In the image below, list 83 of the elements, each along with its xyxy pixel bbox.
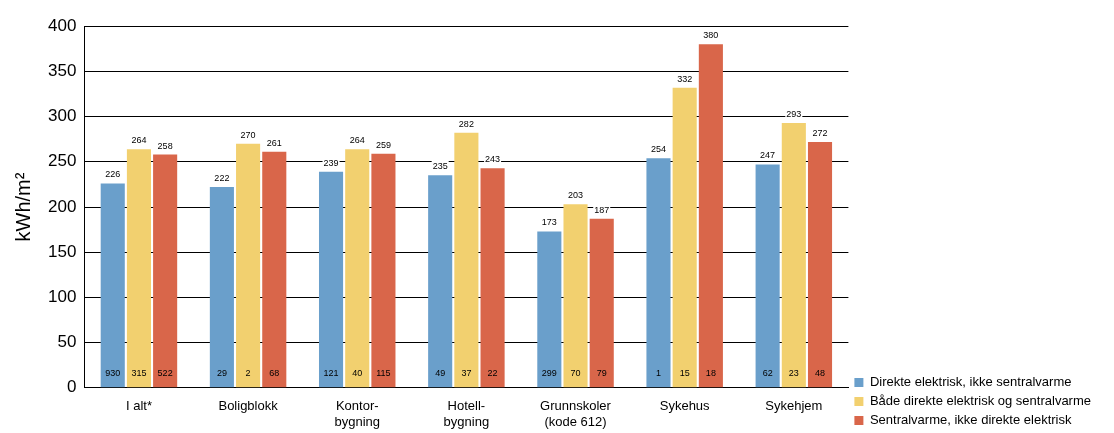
- bar: [262, 151, 287, 388]
- bar: [781, 122, 806, 388]
- annotation: 49: [435, 368, 446, 379]
- annotation: 29: [216, 368, 227, 379]
- bar: [480, 168, 505, 388]
- y-tick-label: 300: [47, 106, 77, 126]
- annotation: 18: [705, 368, 716, 379]
- bar: [153, 154, 178, 388]
- bar: [371, 153, 396, 388]
- x-tick-label: Grunnskoler (kode 612): [540, 398, 612, 429]
- annotation: 15: [679, 368, 690, 379]
- x-tick-label: Sykehus: [659, 398, 711, 414]
- data-label: 272: [812, 127, 828, 138]
- data-label: 226: [105, 169, 121, 180]
- data-label: 282: [458, 118, 474, 129]
- annotation: 37: [461, 368, 472, 379]
- annotation: 23: [788, 368, 799, 379]
- data-label: 264: [131, 135, 147, 146]
- annotation: 22: [487, 368, 498, 379]
- data-label: 261: [266, 137, 282, 148]
- data-label: 203: [568, 190, 584, 201]
- annotation: 522: [157, 368, 173, 379]
- legend-label: Både direkte elektrisk og sentralvarme: [869, 393, 1092, 409]
- y-tick-label: 250: [47, 151, 77, 171]
- data-label: 254: [650, 144, 666, 155]
- y-tick-label: 150: [47, 241, 77, 261]
- annotation: 68: [269, 368, 280, 379]
- data-label: 243: [485, 154, 501, 165]
- annotation: 79: [596, 368, 607, 379]
- annotation: 315: [131, 368, 147, 379]
- data-label: 258: [157, 140, 173, 151]
- y-axis-title: kWh/m²: [11, 172, 34, 242]
- data-label: 270: [240, 129, 256, 140]
- data-label: 264: [349, 135, 365, 146]
- annotation: 40: [352, 368, 363, 379]
- bar: [755, 164, 780, 388]
- bar: [126, 149, 151, 388]
- legend-label: Direkte elektrisk, ikke sentralvarme: [869, 374, 1072, 390]
- data-label: 380: [703, 30, 719, 41]
- bar: [236, 143, 261, 388]
- annotation: 62: [762, 368, 773, 379]
- bar: [100, 183, 125, 388]
- annotation: 115: [376, 368, 391, 379]
- annotation: 48: [815, 368, 826, 379]
- y-tick-label: 100: [47, 287, 77, 307]
- legend-label: Sentralvarme, ikke direkte elektrisk: [869, 412, 1072, 428]
- bar: [698, 44, 723, 388]
- annotation: 121: [323, 368, 339, 379]
- data-label: 332: [677, 73, 693, 84]
- data-label: 259: [375, 139, 391, 150]
- x-tick-label: Boligblokk: [218, 398, 279, 414]
- data-label: 235: [432, 161, 448, 172]
- annotation: 299: [541, 368, 557, 379]
- bar: [209, 187, 234, 388]
- bar: [454, 132, 479, 388]
- bar: [318, 171, 344, 388]
- data-label: 187: [594, 204, 610, 215]
- bar: [672, 87, 697, 388]
- annotation: 930: [105, 368, 121, 379]
- y-tick-label: 200: [47, 196, 77, 216]
- data-label: 222: [214, 173, 230, 184]
- bar: [807, 141, 833, 388]
- x-tick-label: Sykehjem: [765, 398, 823, 414]
- annotation: 1: [655, 368, 661, 379]
- bar: [589, 218, 614, 388]
- bar: [563, 204, 588, 388]
- x-tick-label: Kontor- bygning: [334, 398, 381, 429]
- bar: [428, 175, 453, 388]
- y-tick-label: 350: [47, 61, 77, 81]
- annotation: 2: [245, 368, 251, 379]
- bar: [646, 158, 671, 388]
- x-tick-label: Hotell- bygning: [443, 398, 490, 429]
- annotation: 70: [570, 368, 581, 379]
- data-label: 247: [760, 150, 776, 161]
- bar: [345, 149, 370, 388]
- y-tick-label: 0: [66, 377, 77, 397]
- data-label: 239: [323, 157, 339, 168]
- y-tick-label: 50: [57, 332, 77, 352]
- x-tick-label: I alt*: [125, 398, 152, 414]
- data-label: 293: [786, 108, 802, 119]
- y-tick-label: 400: [47, 15, 77, 35]
- data-label: 173: [541, 217, 557, 228]
- bar: [537, 231, 562, 388]
